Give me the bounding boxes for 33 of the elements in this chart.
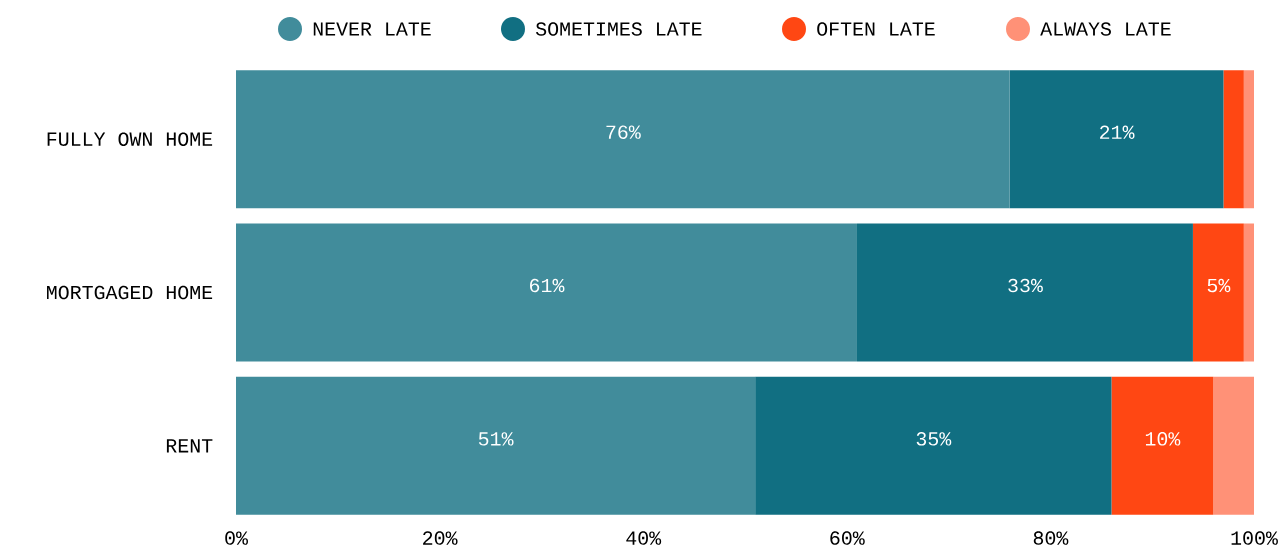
data-label: 35% <box>916 432 952 446</box>
bar <box>1243 223 1254 362</box>
data-label: 33% <box>1008 278 1043 293</box>
legend-label: SOMETIMES LATE <box>535 22 702 36</box>
legend-label: ALWAYS LATE <box>1040 22 1171 36</box>
bar <box>1243 70 1254 209</box>
bar <box>1111 376 1214 515</box>
x-tick-label: 60% <box>830 531 865 545</box>
bar <box>856 223 1193 362</box>
bar <box>1192 223 1244 362</box>
data-label: 21% <box>1100 125 1135 139</box>
x-tick-label: 40% <box>626 531 662 545</box>
data-label: 76% <box>606 125 641 139</box>
data-label: 5% <box>1207 278 1231 293</box>
y-tick-label: FULLY OWN HOME <box>47 132 213 146</box>
data-label: 51% <box>478 432 514 446</box>
bar <box>1009 70 1224 209</box>
data-label: 61% <box>530 278 565 293</box>
x-tick-label: 0% <box>225 531 248 545</box>
legend-label: NEVER LATE <box>313 22 431 36</box>
y-tick-label: RENT <box>166 439 213 453</box>
x-tick-label: 20% <box>423 531 458 545</box>
bar <box>1213 376 1254 515</box>
x-tick-label: 100% <box>1231 531 1278 545</box>
y-tick-label: MORTGAGED HOME <box>47 285 213 300</box>
bar <box>236 223 857 362</box>
bar <box>236 376 756 515</box>
bar <box>1223 70 1244 209</box>
bar <box>236 70 1010 209</box>
bar <box>755 376 1112 515</box>
legend-label: OFTEN LATE <box>817 22 935 36</box>
x-tick-label: 80% <box>1033 531 1069 545</box>
data-label: 10% <box>1145 432 1181 446</box>
